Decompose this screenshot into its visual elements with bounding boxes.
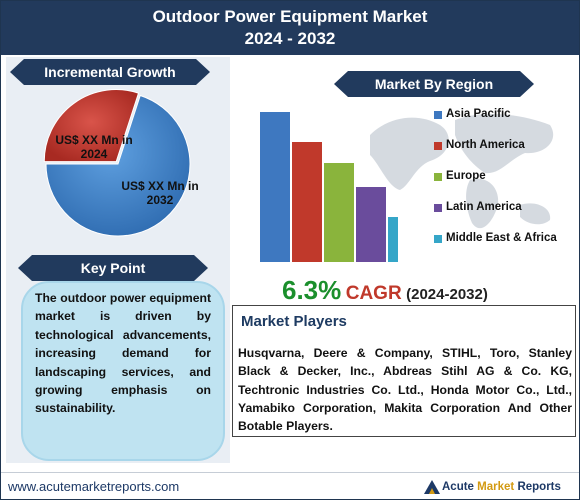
world-map-graphic <box>370 113 554 229</box>
growth-pie-chart <box>43 89 191 237</box>
bar-europe <box>324 163 354 262</box>
pie-label-2024-line2: 2024 <box>80 147 108 161</box>
legend-swatch <box>434 204 442 212</box>
key-point-box: The outdoor power equipment market is dr… <box>21 281 225 461</box>
legend-swatch <box>434 111 442 119</box>
market-players-text: Husqvarna, Deere & Company, STIHL, Toro,… <box>238 346 572 434</box>
brand-name: Acute Market Reports <box>442 481 561 493</box>
footer-url-link[interactable]: www.acutemarketreports.com <box>8 479 180 494</box>
market-by-region-banner: Market By Region <box>334 71 534 97</box>
pie-label-2032-line1: US$ XX Mn in <box>121 179 199 193</box>
page-subtitle: 2024 - 2032 <box>244 29 336 48</box>
cagr-callout: 6.3% CAGR (2024-2032) <box>282 275 488 306</box>
key-point-banner: Key Point <box>18 255 208 281</box>
cagr-label: CAGR <box>345 283 402 304</box>
brand-reports: Reports <box>517 481 561 493</box>
legend-label: Middle East & Africa <box>446 232 557 244</box>
legend-label: Europe <box>446 170 486 182</box>
region-bar-chart <box>260 112 398 262</box>
key-point-text: The outdoor power equipment market is dr… <box>35 291 211 416</box>
cagr-value: 6.3% <box>282 275 342 305</box>
legend-swatch <box>434 173 442 181</box>
pie-label-2024: US$ XX Mn in 2024 <box>52 133 136 161</box>
incremental-growth-banner: Incremental Growth <box>10 59 210 85</box>
bar-asia-pacific <box>260 112 290 262</box>
bar-latin-america <box>356 187 386 262</box>
pie-label-2024-line1: US$ XX Mn in <box>55 133 133 147</box>
cagr-years: (2024-2032) <box>406 286 488 303</box>
legend-swatch <box>434 142 442 150</box>
legend-label: Latin America <box>446 201 522 213</box>
pie-slice-2032 <box>45 94 191 237</box>
pie-label-2032-line2: 2032 <box>146 193 174 207</box>
brand-acute: Acute <box>442 481 474 493</box>
legend-label: Asia Pacific <box>446 108 511 120</box>
pie-slice-2024 <box>43 89 140 163</box>
legend-label: North America <box>446 139 525 151</box>
bar-middle-east-africa <box>388 217 398 262</box>
footer-divider <box>1 472 579 473</box>
market-players-box: Market Players Husqvarna, Deere & Compan… <box>232 305 576 437</box>
pie-label-2032: US$ XX Mn in 2032 <box>112 179 208 207</box>
legend-swatch <box>434 235 442 243</box>
brand-logo-icon <box>424 480 440 494</box>
header: Outdoor Power Equipment Market 2024 - 20… <box>1 1 579 55</box>
bar-north-america <box>292 142 322 262</box>
market-players-title: Market Players <box>241 313 347 330</box>
brand-market: Market <box>477 481 515 493</box>
page-title: Outdoor Power Equipment Market <box>152 7 428 26</box>
